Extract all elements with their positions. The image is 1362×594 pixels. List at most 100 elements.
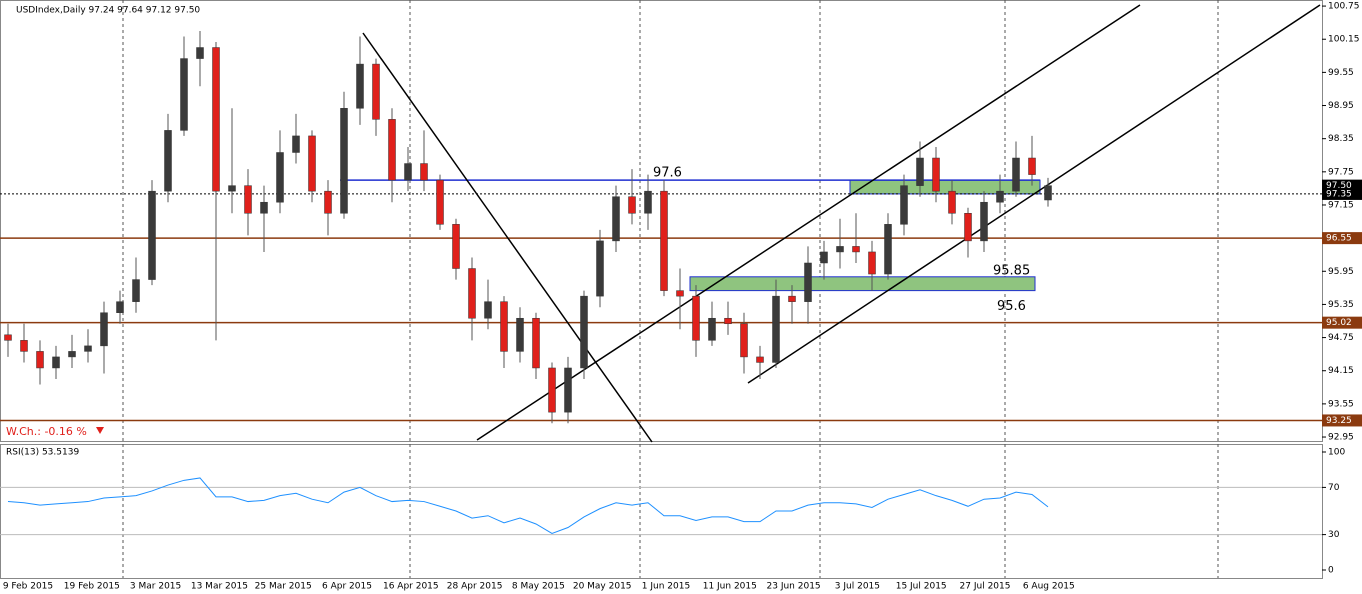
candle-body <box>420 163 428 181</box>
rsi-tick-label: 100 <box>1328 448 1345 458</box>
x-tick-label: 6 Apr 2015 <box>322 582 372 592</box>
candle-body <box>132 279 140 302</box>
candle-body <box>820 251 828 264</box>
candle-body <box>196 47 204 59</box>
y-tick-label: 98.95 <box>1328 101 1354 111</box>
candle-body <box>468 268 476 319</box>
bid-tag-label: 97.35 <box>1326 189 1352 199</box>
candle-body <box>900 185 908 225</box>
candle-body <box>916 157 924 186</box>
rsi-label: RSI(13) 53.5139 <box>6 448 79 458</box>
price-panel <box>0 0 1323 442</box>
weekly-change: W.Ch.: -0.16 % <box>6 425 87 438</box>
y-tick-label: 94.75 <box>1328 333 1354 343</box>
candle-body <box>1044 185 1052 201</box>
candle-body <box>964 213 972 242</box>
candle-body <box>436 179 444 225</box>
candle-body <box>692 295 700 341</box>
resistance-label: 97.6 <box>653 166 682 181</box>
zone-label: 95.6 <box>997 299 1026 314</box>
y-tick-label: 94.15 <box>1328 366 1354 376</box>
y-tick-label: 97.15 <box>1328 200 1354 210</box>
candle-body <box>20 340 28 352</box>
x-tick-label: 1 Jun 2015 <box>642 582 690 592</box>
candle-body <box>708 317 716 341</box>
candle-body <box>1012 157 1020 192</box>
candle-body <box>404 163 412 181</box>
candle-body <box>388 119 396 181</box>
candle-body <box>948 190 956 214</box>
x-tick-label: 13 Mar 2015 <box>191 582 248 592</box>
y-tick-label: 97.75 <box>1328 167 1354 177</box>
candle-body <box>564 367 572 413</box>
x-tick-label: 3 Jul 2015 <box>835 582 880 592</box>
x-tick-label: 23 Jun 2015 <box>767 582 821 592</box>
candle-body <box>1028 157 1036 175</box>
y-tick-label: 95.35 <box>1328 300 1354 310</box>
level-tag-label: 96.55 <box>1326 234 1352 244</box>
candle-body <box>532 317 540 369</box>
candle-body <box>324 190 332 214</box>
candle-body <box>228 185 236 192</box>
candle-body <box>212 47 220 192</box>
candle-body <box>804 262 812 302</box>
candle-body <box>116 301 124 313</box>
zone <box>849 179 1041 195</box>
rsi-line <box>7 477 1049 534</box>
y-tick-label: 92.95 <box>1328 433 1354 443</box>
x-tick-label: 6 Aug 2015 <box>1023 582 1075 592</box>
candle-body <box>756 356 764 363</box>
candle-body <box>548 367 556 413</box>
candle-body <box>516 317 524 352</box>
level-tag-label: 93.25 <box>1326 416 1352 426</box>
level-tag <box>1322 316 1362 329</box>
candle-body <box>596 240 604 297</box>
candle-body <box>852 246 860 253</box>
x-tick-label: 3 Mar 2015 <box>130 582 181 592</box>
rsi-tick-label: 30 <box>1328 530 1340 540</box>
candle-body <box>580 295 588 369</box>
rsi-panel <box>0 444 1323 579</box>
y-tick-label: 100.75 <box>1328 2 1360 12</box>
x-tick-label: 19 Feb 2015 <box>64 582 120 592</box>
x-tick-label: 8 May 2015 <box>512 582 565 592</box>
trend-line <box>747 4 1321 384</box>
candle-body <box>484 301 492 319</box>
x-tick-label: 27 Jul 2015 <box>960 582 1011 592</box>
candle-body <box>884 224 892 275</box>
candle-body <box>356 63 364 109</box>
y-tick-label: 99.55 <box>1328 68 1354 78</box>
x-tick-label: 16 Apr 2015 <box>383 582 439 592</box>
candle-body <box>772 295 780 363</box>
candle-body <box>180 58 188 131</box>
last-tag-label: 97.50 <box>1326 181 1352 191</box>
candle-body <box>724 317 732 325</box>
candle-body <box>148 190 156 280</box>
level-tag <box>1322 232 1362 245</box>
candle-body <box>452 224 460 269</box>
candle-body <box>660 190 668 291</box>
candle-body <box>932 157 940 192</box>
y-tick-label: 100.15 <box>1328 35 1360 45</box>
candle-body <box>644 190 652 214</box>
candle-body <box>340 108 348 214</box>
y-tick-label: 98.35 <box>1328 134 1354 144</box>
candle-body <box>612 196 620 242</box>
x-tick-label: 15 Jul 2015 <box>896 582 947 592</box>
chart-title: USDIndex,Daily 97.24 97.64 97.12 97.50 <box>16 6 200 16</box>
down-arrow <box>96 427 104 434</box>
candle-body <box>52 356 60 369</box>
candle-body <box>276 152 284 203</box>
rsi-tick-label: 70 <box>1328 483 1340 493</box>
candle-body <box>628 196 636 214</box>
period-separators <box>122 0 1219 578</box>
candle-body <box>292 135 300 153</box>
zone-label: 95.85 <box>993 263 1030 278</box>
trend-lines <box>362 4 1321 443</box>
candle-body <box>244 185 252 214</box>
trend-line <box>362 32 653 443</box>
level-tag <box>1322 414 1362 427</box>
x-tick-label: 20 May 2015 <box>573 582 632 592</box>
candle-body <box>996 190 1004 203</box>
